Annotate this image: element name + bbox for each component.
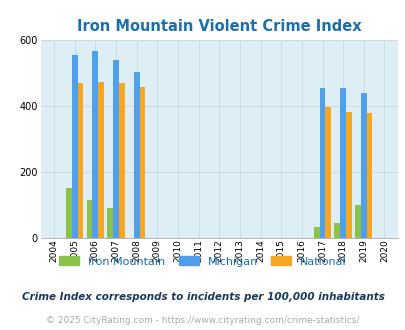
Bar bbox=[339, 88, 345, 238]
Bar bbox=[86, 200, 92, 238]
Bar bbox=[345, 112, 351, 238]
Bar bbox=[354, 205, 360, 238]
Bar bbox=[113, 60, 119, 238]
Text: © 2025 CityRating.com - https://www.cityrating.com/crime-statistics/: © 2025 CityRating.com - https://www.city… bbox=[46, 316, 359, 325]
Bar bbox=[72, 55, 77, 238]
Bar bbox=[77, 82, 83, 238]
Bar bbox=[92, 51, 98, 238]
Text: Crime Index corresponds to incidents per 100,000 inhabitants: Crime Index corresponds to incidents per… bbox=[21, 292, 384, 302]
Bar bbox=[119, 83, 124, 238]
Bar bbox=[98, 82, 104, 238]
Bar bbox=[360, 93, 366, 238]
Bar bbox=[133, 72, 139, 238]
Bar bbox=[324, 107, 330, 238]
Bar bbox=[66, 188, 72, 238]
Bar bbox=[319, 88, 324, 238]
Legend: Iron Mountain, Michigan, National: Iron Mountain, Michigan, National bbox=[59, 256, 346, 267]
Bar bbox=[366, 113, 371, 238]
Bar bbox=[139, 87, 145, 238]
Bar bbox=[107, 208, 113, 238]
Bar bbox=[334, 223, 339, 238]
Title: Iron Mountain Violent Crime Index: Iron Mountain Violent Crime Index bbox=[77, 19, 361, 34]
Bar bbox=[313, 227, 319, 238]
